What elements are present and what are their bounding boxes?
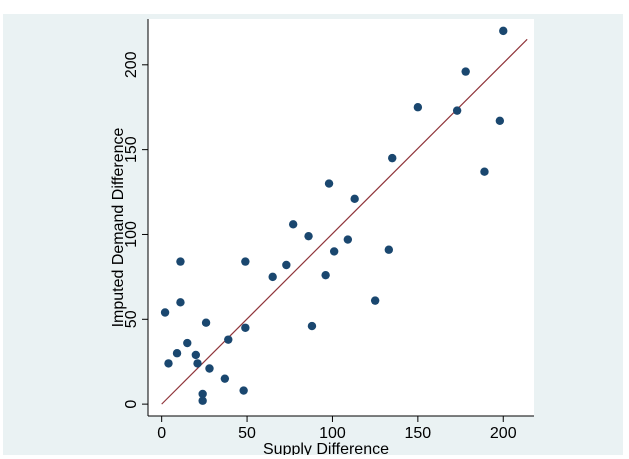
y-tick-label: 150 [123, 136, 140, 163]
x-axis-title: Supply Difference [263, 441, 389, 455]
data-point [350, 194, 359, 204]
data-point [198, 389, 207, 399]
scatter-chart: 0 50 100 150 200 0 50 100 150 200 Supply Differe… [110, 19, 534, 455]
data-point [191, 350, 201, 360]
data-point [205, 364, 214, 373]
data-point [452, 106, 462, 115]
data-point [183, 338, 192, 348]
x-tick-label: 50 [238, 425, 256, 442]
data-point [282, 260, 291, 270]
data-point [241, 257, 250, 266]
data-point [461, 67, 470, 76]
data-point [329, 247, 339, 256]
y-tick-label: 100 [123, 221, 140, 248]
data-point [201, 318, 211, 327]
data-point [321, 270, 330, 280]
data-point [495, 116, 505, 125]
data-point [480, 167, 489, 176]
data-point [307, 321, 317, 331]
y-tick-label: 50 [123, 310, 140, 328]
data-point [288, 220, 298, 229]
x-tick-label: 0 [157, 425, 166, 442]
data-point [268, 272, 277, 282]
chart-frame: 0 50 100 150 200 0 50 100 150 200 Supply Differe… [3, 14, 623, 455]
x-tick-label: 200 [490, 425, 517, 442]
y-tick-label: 0 [123, 400, 140, 409]
y-tick-label: 200 [123, 51, 140, 78]
x-tick-label: 150 [405, 425, 432, 442]
data-point [176, 257, 185, 266]
data-point [176, 298, 185, 307]
data-point [388, 153, 397, 163]
data-point [220, 374, 230, 383]
data-point [384, 245, 394, 254]
fit-line [161, 38, 528, 405]
data-point [241, 323, 250, 332]
data-point [370, 296, 380, 305]
data-point [198, 396, 207, 405]
data-point [343, 235, 353, 244]
data-point [304, 231, 313, 241]
fit-line-layer [161, 38, 528, 405]
data-point [224, 335, 233, 344]
x-axis: 0 50 100 150 200 [148, 415, 534, 442]
y-axis: 0 50 100 150 200 [123, 19, 149, 416]
data-point [160, 308, 170, 317]
data-point [193, 359, 202, 368]
data-point [324, 179, 334, 188]
x-tick-label: 100 [319, 425, 346, 442]
data-point [164, 359, 173, 368]
y-axis-title: Imputed Demand Difference [110, 127, 127, 327]
data-point [499, 26, 508, 36]
plot-area [148, 19, 534, 416]
data-point [413, 103, 423, 112]
data-point [172, 349, 182, 358]
point-layer [160, 26, 508, 405]
data-point [239, 386, 248, 395]
